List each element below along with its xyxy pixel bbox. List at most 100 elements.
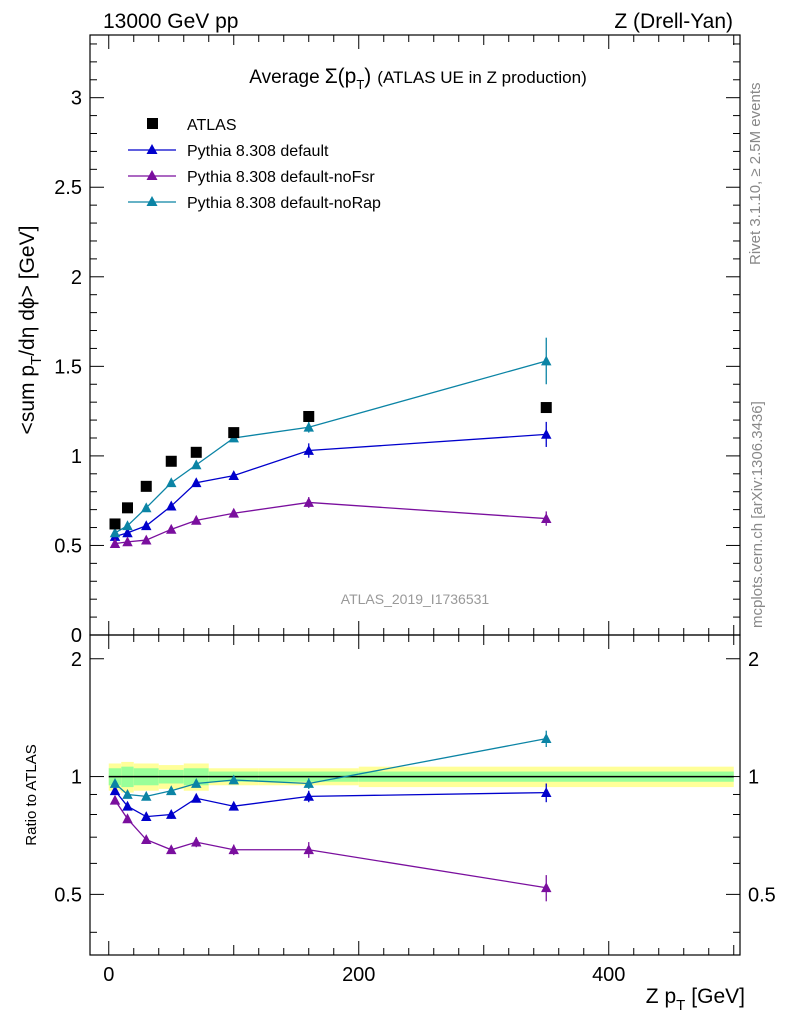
legend-label-nofsr: Pythia 8.308 default-noFsr [187, 169, 375, 186]
data-point-norap [109, 527, 121, 538]
x-tick-label: 200 [342, 964, 375, 986]
ratio-point-default [228, 800, 239, 811]
mcplots-label: mcplots.cern.ch [arXiv:1306.3436] [749, 401, 766, 628]
data-point-default [122, 527, 133, 538]
data-point-norap [122, 520, 133, 531]
main-y-tick-label: 3 [71, 88, 82, 110]
main-y-tick-label: 0.5 [54, 535, 82, 557]
ratio-line-norap [114, 738, 547, 798]
data-point-atlas [122, 502, 133, 514]
ratio-point-nofsr [122, 813, 133, 824]
ratio-point-norap [141, 790, 152, 801]
ratio-point-nofsr [541, 882, 552, 893]
main-y-tick-label: 1.5 [54, 356, 82, 378]
data-point-nofsr [166, 523, 177, 534]
ratio-point-nofsr [166, 844, 177, 855]
data-point-atlas [228, 427, 240, 439]
ratio-y-axis-label: Ratio to ATLAS [23, 744, 40, 845]
ratio-ticks: 0 200 400 0.5 0.5 1 1 2 2 [54, 635, 776, 986]
ratio-point-nofsr [228, 844, 239, 855]
legend-marker-norap [146, 196, 158, 206]
ratio-point-default [541, 787, 552, 797]
ratio-frame [89, 634, 741, 956]
main-series-nofsr [109, 496, 552, 549]
data-point-norap [303, 421, 314, 432]
data-point-nofsr [303, 496, 314, 507]
ratio-point-norap [122, 788, 133, 799]
ratio-y-tick-label-left: 1 [71, 767, 82, 789]
data-point-default [166, 500, 177, 511]
main-y-tick-label: 2.5 [54, 177, 82, 199]
data-point-atlas [165, 455, 177, 467]
data-point-default [303, 445, 314, 455]
x-axis-label: Z pT [GeV] [646, 985, 745, 1014]
data-point-atlas [190, 446, 202, 458]
data-point-nofsr [141, 534, 152, 545]
series-line-default [114, 433, 547, 538]
data-point-nofsr [109, 538, 121, 549]
ratio-bands [108, 761, 734, 793]
ratio-series-layer [109, 730, 552, 902]
ratio-point-default [303, 790, 314, 801]
data-point-nofsr [191, 514, 202, 525]
legend-label-atlas: ATLAS [187, 117, 237, 134]
ratio-point-nofsr [109, 794, 121, 805]
ratio-y-tick-label-right: 1 [748, 767, 759, 789]
series-line-norap [114, 360, 547, 534]
legend-marker-atlas [147, 118, 158, 129]
main-series-norap [109, 337, 552, 538]
main-ticks: 0 0.5 1 1.5 2 2.5 3 [54, 35, 740, 647]
data-point-norap [166, 477, 177, 488]
ratio-y-tick-label-right: 0.5 [748, 884, 776, 906]
legend-marker-default [146, 144, 158, 154]
data-point-atlas [540, 402, 552, 414]
x-tick-label: 400 [592, 964, 625, 986]
ratio-point-norap [303, 778, 314, 788]
ratio-point-nofsr [191, 836, 202, 847]
ratio-y-tick-label-left: 0.5 [54, 884, 82, 906]
data-point-atlas [109, 518, 121, 530]
legend-label-norap: Pythia 8.308 default-noRap [187, 195, 381, 212]
ratio-point-default [166, 808, 177, 819]
ratio-point-norap [541, 733, 552, 744]
ratio-point-default [141, 811, 152, 822]
ratio-point-default [109, 785, 121, 796]
data-point-default [228, 470, 239, 480]
main-y-tick-label: 0 [71, 625, 82, 647]
ratio-series-norap [109, 730, 552, 801]
main-y-tick-label: 1 [71, 446, 82, 468]
ratio-series-nofsr [109, 794, 552, 902]
data-point-default [191, 477, 202, 488]
energy-label: 13000 GeV pp [103, 10, 238, 33]
y-axis-label: <sum pT/dη dϕ> [GeV] [16, 226, 45, 435]
ratio-point-norap [228, 774, 239, 785]
ratio-series-default [109, 783, 552, 822]
ratio-point-norap [166, 785, 177, 796]
analysis-id: ATLAS_2019_I1736531 [341, 591, 490, 607]
data-point-default [141, 520, 152, 531]
ratio-line-nofsr [114, 799, 547, 889]
data-point-atlas [140, 480, 152, 492]
ratio-point-nofsr [303, 844, 314, 855]
ratio-line-default [114, 790, 547, 818]
data-point-norap [541, 355, 552, 366]
x-tick-label: 0 [103, 964, 114, 986]
data-point-nofsr [541, 513, 552, 523]
ratio-point-norap [191, 778, 202, 788]
data-point-norap [191, 459, 202, 470]
legend-label-default: Pythia 8.308 default [187, 143, 329, 160]
ratio-point-default [122, 800, 133, 811]
ratio-panel: 0 200 400 0.5 0.5 1 1 2 2 Ratio to ATLAS Z pT [Ge… [23, 634, 776, 1014]
main-panel: 0 0.5 1 1.5 2 2.5 3 Average Σ(pT) (ATLAS UE in Z… [16, 34, 741, 647]
main-series-atlas [109, 402, 552, 530]
main-series-layer [109, 337, 552, 549]
series-line-nofsr [114, 501, 547, 545]
data-point-default [541, 428, 552, 439]
process-label: Z (Drell-Yan) [614, 10, 733, 33]
ratio-point-norap [109, 778, 121, 788]
data-point-atlas [303, 410, 315, 422]
ratio-point-default [191, 792, 202, 803]
ratio-y-tick-label-left: 2 [71, 649, 82, 671]
legend: ATLAS Pythia 8.308 default Pythia 8.308 … [128, 117, 381, 212]
